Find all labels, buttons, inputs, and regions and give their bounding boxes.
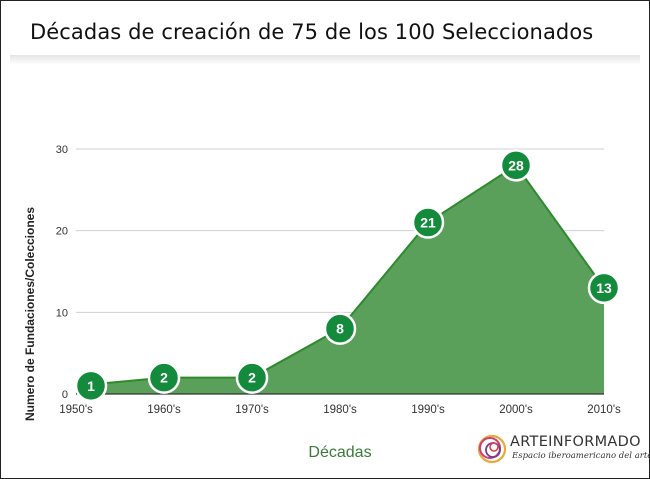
data-point: 2 <box>235 361 269 394</box>
circles-logo-icon <box>477 434 507 464</box>
x-tick-label: 2010's <box>587 404 621 416</box>
data-label: 1 <box>87 378 95 394</box>
x-tick-labels: 1950's 1960's 1970's 1980's 1990's 2000's 2010… <box>59 404 621 416</box>
data-marker <box>147 361 181 394</box>
x-tick-label: 1960's <box>147 404 181 416</box>
x-tick-label: 2000's <box>499 404 533 416</box>
y-tick-label: 0 <box>62 389 68 401</box>
data-label: 8 <box>336 321 344 337</box>
y-tick-label: 20 <box>56 226 68 238</box>
y-axis-label: Numero de Fundaciones/Colecciones <box>23 207 37 421</box>
brand-tagline: Espacio iberoamericano del arte <box>512 451 650 461</box>
data-label: 2 <box>248 370 256 386</box>
data-point: 28 <box>499 149 533 182</box>
data-marker <box>411 206 445 239</box>
data-point: 13 <box>587 271 621 305</box>
x-tick-label: 1990's <box>411 404 445 416</box>
data-point: 21 <box>411 206 445 239</box>
data-label: 13 <box>596 280 612 296</box>
x-tick-label: 1980's <box>323 404 357 416</box>
data-point: 2 <box>147 361 181 394</box>
data-label: 21 <box>420 215 436 231</box>
data-point: 1 <box>74 369 108 403</box>
y-tick-label: 10 <box>56 307 68 319</box>
x-tick-label: 1950's <box>59 404 93 416</box>
data-marker <box>499 149 533 182</box>
chart-title: Décadas de creación de 75 de los 100 Sel… <box>30 20 594 44</box>
data-point: 8 <box>323 312 357 345</box>
data-marker <box>235 361 269 394</box>
data-marker <box>74 369 108 403</box>
data-marker <box>587 271 621 305</box>
data-label: 2 <box>160 370 168 386</box>
data-label: 28 <box>508 157 524 173</box>
x-tick-label: 1970's <box>235 404 269 416</box>
y-tick-label: 30 <box>56 144 68 156</box>
y-tick-labels: 0 10 20 30 <box>56 144 68 401</box>
x-axis-label: Décadas <box>308 444 371 461</box>
title-divider <box>10 55 640 65</box>
brand-name: ARTEINFORMADO <box>510 434 641 450</box>
data-marker <box>323 312 357 345</box>
area-fill <box>76 165 604 394</box>
brand-logo: ARTEINFORMADO Espacio iberoamericano del… <box>476 432 650 468</box>
